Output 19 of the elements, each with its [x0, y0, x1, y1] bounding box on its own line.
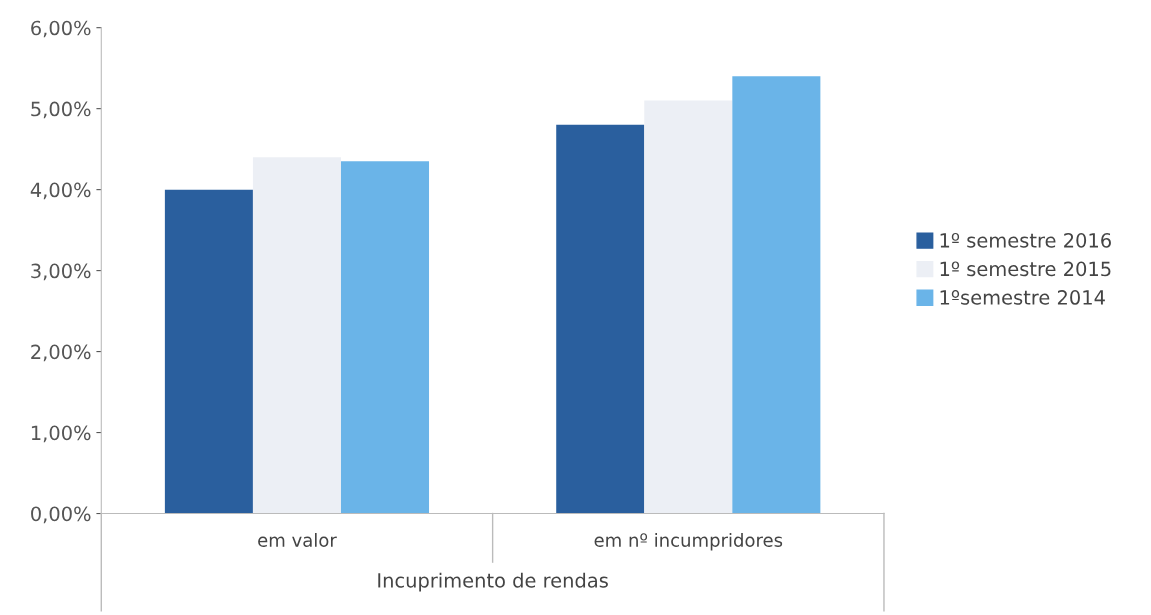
bar — [732, 76, 821, 514]
y-tick-label: 5,00% — [31, 101, 91, 119]
y-tick-label: 3,00% — [31, 263, 91, 281]
y-tick-label: 6,00% — [31, 20, 91, 38]
legend-label: 1º semestre 2015 — [940, 261, 1111, 277]
bar — [644, 100, 733, 514]
y-tick-label: 1,00% — [31, 425, 91, 443]
x-axis-title: Incuprimento de rendas — [378, 572, 608, 592]
legend-label: 1ºsemestre 2014 — [940, 290, 1105, 305]
y-tick-label: 4,00% — [30, 182, 91, 200]
bar — [340, 161, 430, 514]
legend-label: 1º semestre 2016 — [940, 232, 1111, 248]
bar — [556, 124, 645, 514]
bar — [252, 157, 341, 514]
x-tick-label: em nº incumpridores — [594, 532, 783, 551]
y-tick-label: 2,00% — [31, 344, 91, 362]
bar — [164, 189, 253, 514]
x-tick-label: em valor — [258, 532, 337, 547]
y-tick-label: 0,00% — [31, 506, 91, 524]
